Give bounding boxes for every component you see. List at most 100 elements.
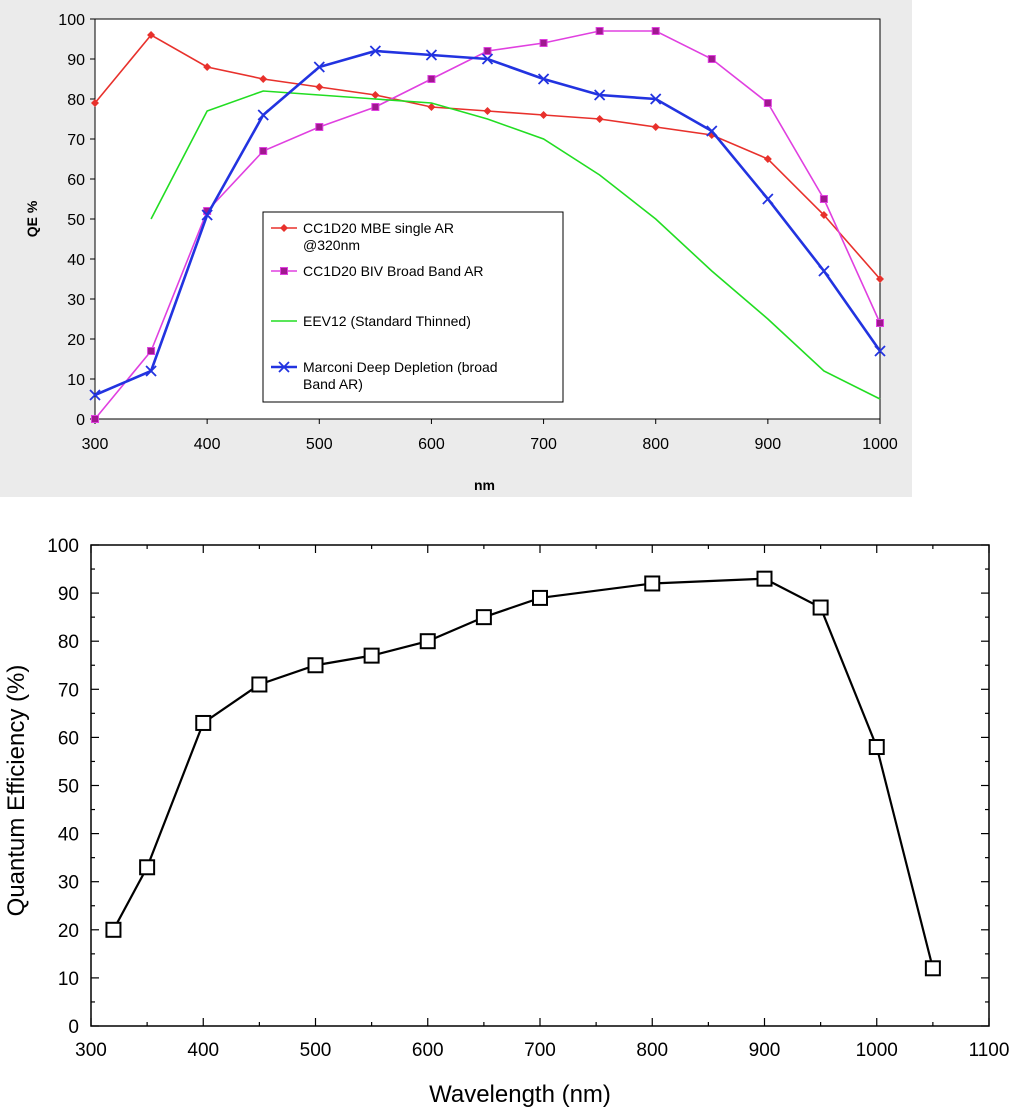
y-axis-label: QE % bbox=[24, 200, 40, 237]
data-point bbox=[651, 27, 660, 35]
x-tick-label: 300 bbox=[82, 436, 109, 453]
legend-label: @320nm bbox=[303, 237, 360, 253]
y-tick-label: 20 bbox=[58, 921, 79, 942]
data-point bbox=[819, 211, 828, 219]
y-tick-label: 70 bbox=[58, 680, 79, 701]
data-point bbox=[91, 99, 99, 107]
x-tick-label: 700 bbox=[524, 1040, 556, 1061]
data-point bbox=[481, 53, 494, 65]
x-tick-label: 1000 bbox=[856, 1040, 898, 1061]
data-point bbox=[147, 347, 156, 355]
data-point bbox=[876, 275, 884, 283]
x-tick-label: 900 bbox=[749, 1040, 781, 1061]
y-tick-label: 80 bbox=[67, 92, 85, 109]
series-3 bbox=[150, 90, 881, 400]
y-tick-label: 10 bbox=[58, 969, 79, 990]
x-tick-label: 400 bbox=[187, 1040, 219, 1061]
y-tick-label: 40 bbox=[58, 825, 79, 846]
y-tick-label: 50 bbox=[67, 212, 85, 229]
series-1 bbox=[105, 570, 941, 977]
data-point bbox=[595, 27, 604, 35]
x-tick-label: 900 bbox=[755, 436, 782, 453]
x-tick-label: 800 bbox=[636, 1040, 668, 1061]
y-tick-label: 40 bbox=[67, 252, 85, 269]
data-point bbox=[595, 115, 604, 123]
x-tick-label: 500 bbox=[300, 1040, 332, 1061]
data-point bbox=[278, 361, 290, 373]
data-point bbox=[371, 103, 380, 111]
data-point bbox=[762, 193, 774, 205]
data-point bbox=[195, 714, 212, 731]
y-tick-label: 10 bbox=[67, 372, 85, 389]
legend-label: CC1D20 BIV Broad Band AR bbox=[303, 263, 484, 279]
data-point bbox=[707, 55, 716, 63]
data-point bbox=[363, 647, 380, 664]
data-point bbox=[594, 89, 606, 101]
series-line bbox=[112, 577, 934, 969]
y-tick-label: 0 bbox=[68, 1017, 79, 1038]
y-tick-label: 100 bbox=[58, 12, 85, 29]
x-tick-label: 500 bbox=[306, 436, 333, 453]
data-point bbox=[280, 267, 288, 275]
data-point bbox=[315, 123, 324, 131]
data-point bbox=[539, 111, 548, 119]
data-point bbox=[419, 633, 436, 650]
data-point bbox=[203, 63, 212, 71]
y-tick-label: 70 bbox=[67, 132, 85, 149]
x-tick-label: 300 bbox=[75, 1040, 107, 1061]
data-point bbox=[371, 91, 380, 99]
x-axis-label: nm bbox=[474, 477, 495, 493]
data-point bbox=[532, 589, 548, 606]
data-point bbox=[874, 345, 886, 357]
data-point bbox=[425, 49, 438, 61]
legend-entry-3: EEV12 (Standard Thinned) bbox=[271, 313, 471, 329]
x-tick-label: 800 bbox=[642, 436, 669, 453]
data-point bbox=[307, 657, 324, 674]
legend-label: EEV12 (Standard Thinned) bbox=[303, 313, 471, 329]
data-point bbox=[763, 99, 772, 107]
data-point bbox=[259, 147, 268, 155]
data-point bbox=[145, 365, 157, 377]
data-point bbox=[105, 921, 122, 938]
data-point bbox=[369, 45, 381, 57]
x-tick-label: 1100 bbox=[969, 1040, 1010, 1061]
y-tick-label: 50 bbox=[58, 777, 79, 798]
y-tick-label: 30 bbox=[58, 873, 79, 894]
y-tick-label: 80 bbox=[58, 632, 79, 653]
data-point bbox=[876, 319, 884, 327]
bottom-qe-chart: 0 10 20 30 40 50 60 70 80 90 100 300 400 500 600 700 800… bbox=[3, 536, 1010, 1108]
data-point bbox=[483, 107, 492, 115]
series-1 bbox=[91, 31, 884, 283]
top-qe-chart: 0 10 20 30 40 50 60 70 80 90 100 300 400 500 600 700 800… bbox=[24, 12, 898, 493]
data-point bbox=[280, 224, 288, 232]
data-point bbox=[147, 31, 156, 39]
y-tick-label: 90 bbox=[58, 584, 79, 605]
x-tick-label: 700 bbox=[530, 436, 557, 453]
data-point bbox=[259, 75, 268, 83]
y-tick-label: 90 bbox=[67, 52, 85, 69]
series-line bbox=[150, 90, 881, 400]
data-point bbox=[483, 47, 492, 55]
data-point bbox=[257, 109, 269, 121]
data-point bbox=[651, 123, 660, 131]
x-tick-label: 400 bbox=[194, 436, 221, 453]
data-point bbox=[139, 859, 156, 876]
data-point bbox=[313, 61, 325, 73]
data-point bbox=[315, 83, 324, 91]
data-point bbox=[818, 265, 830, 277]
data-point bbox=[763, 155, 772, 163]
y-tick-label: 60 bbox=[67, 172, 85, 189]
legend-entry-1: CC1D20 MBE single AR@320nm bbox=[271, 220, 454, 253]
y-tick-label: 0 bbox=[76, 412, 85, 429]
x-tick-label: 600 bbox=[418, 436, 445, 453]
y-tick-label: 60 bbox=[58, 728, 79, 749]
y-tick-label: 30 bbox=[67, 292, 85, 309]
series-2 bbox=[91, 27, 884, 423]
y-tick-label: 100 bbox=[47, 536, 79, 557]
legend-entry-2: CC1D20 BIV Broad Band AR bbox=[271, 263, 484, 279]
data-point bbox=[644, 575, 661, 592]
data-point bbox=[706, 125, 718, 137]
data-point bbox=[89, 389, 101, 401]
series-4 bbox=[89, 45, 886, 401]
